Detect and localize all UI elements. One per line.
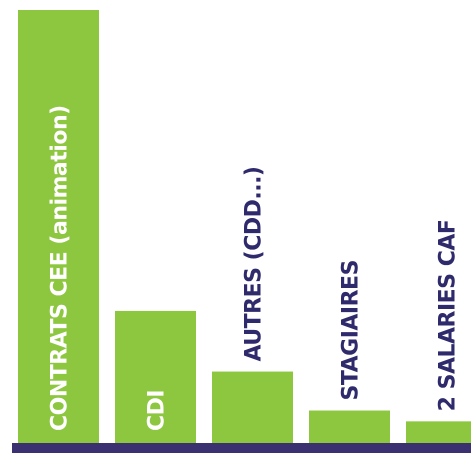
- bar-label-4: STAGIAIRES: [339, 260, 364, 400]
- bar-4: [309, 410, 390, 443]
- bar-1: [18, 10, 99, 443]
- bar-label-5: 2 SALARIES CAF: [436, 220, 461, 412]
- bar-label-2: CDI: [145, 390, 170, 431]
- bar-2: [115, 310, 196, 443]
- labels-group: CONTRATS CEE (animation) CDI AUTRES (CDD..…: [48, 105, 461, 431]
- x-axis-baseline: [12, 443, 471, 453]
- bars-group: [18, 10, 471, 443]
- bar-label-1: CONTRATS CEE (animation): [48, 105, 73, 431]
- bar-3: [212, 371, 293, 443]
- bar-5: [406, 421, 471, 443]
- bar-label-3: AUTRES (CDD...): [242, 167, 267, 362]
